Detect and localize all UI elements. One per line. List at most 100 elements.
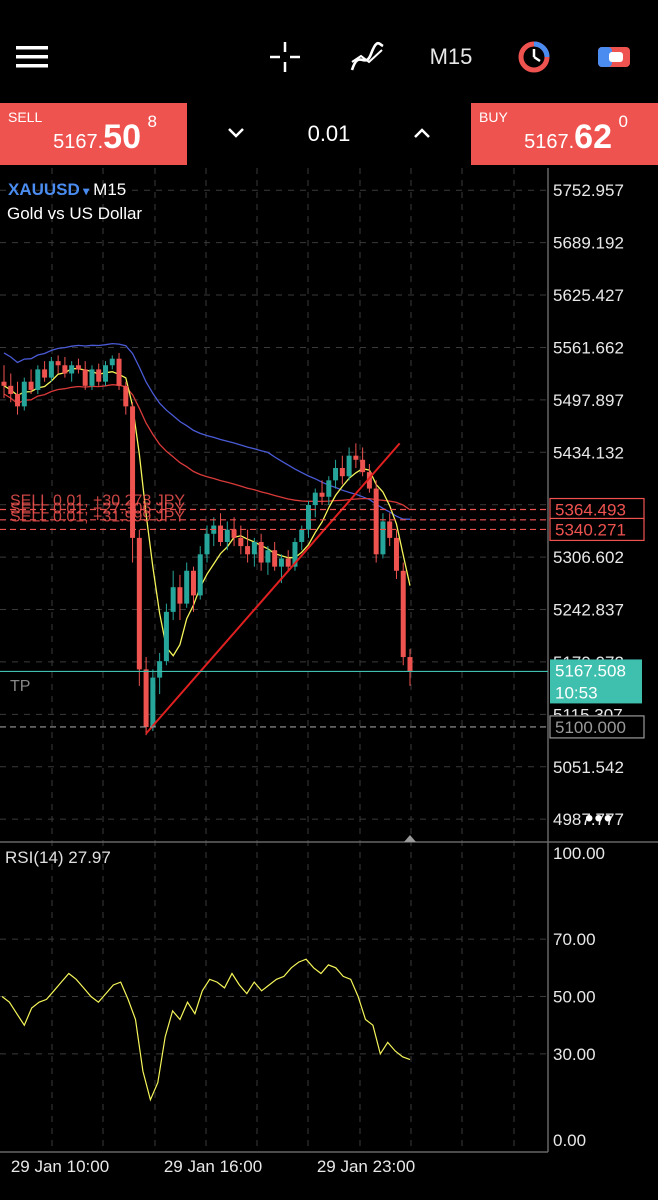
candle-body xyxy=(333,468,339,481)
candle-body xyxy=(360,459,366,473)
candle xyxy=(245,529,251,563)
candle xyxy=(109,355,115,370)
candle xyxy=(373,480,379,563)
candle xyxy=(1,365,7,399)
buy-price: 5167.62 0 xyxy=(524,112,628,157)
buy-button[interactable]: BUY 5167.62 0 xyxy=(471,103,658,165)
current-price-label: 5167.508 xyxy=(555,661,626,680)
tp-price-box xyxy=(549,715,645,739)
candle xyxy=(319,480,325,505)
timeframe-button[interactable]: M15 xyxy=(429,44,473,69)
candle-body xyxy=(326,480,332,497)
price-tick-label: 5179.072 xyxy=(553,653,624,672)
buy-price-big: 62 xyxy=(574,118,612,156)
candle-body xyxy=(143,669,149,727)
sell-price-big: 50 xyxy=(103,118,141,156)
candle xyxy=(123,381,129,415)
candle xyxy=(299,525,305,551)
candle-body xyxy=(353,455,359,460)
price-tick-label: 5370.367 xyxy=(553,496,624,515)
hamburger-menu-icon[interactable] xyxy=(14,30,50,84)
candle-body xyxy=(109,358,115,366)
indicators-icon[interactable] xyxy=(347,30,387,84)
candle-body xyxy=(285,558,291,567)
candle-body xyxy=(28,381,34,390)
countdown-label: 10:53 xyxy=(555,683,598,702)
candle xyxy=(69,361,75,382)
candle-body xyxy=(380,521,386,555)
symbol-header[interactable]: XAUUSD ▾ M15 xyxy=(8,180,126,200)
candle xyxy=(103,361,108,386)
candle xyxy=(380,513,386,559)
symbol-name[interactable]: XAUUSD xyxy=(8,180,80,199)
lot-size-value[interactable]: 0.01 xyxy=(307,121,351,146)
candle-body xyxy=(319,492,325,497)
candle xyxy=(272,541,278,571)
candle-body xyxy=(238,537,244,547)
candle xyxy=(285,550,291,571)
symbol-dropdown-icon[interactable]: ▾ xyxy=(79,184,90,198)
candle xyxy=(163,603,169,666)
candle-body xyxy=(21,381,27,407)
candle-body xyxy=(366,472,372,489)
candle xyxy=(407,648,413,686)
chevron-up-icon[interactable] xyxy=(408,119,436,147)
trade-toggle-icon[interactable] xyxy=(594,30,634,84)
candle-body xyxy=(55,361,61,366)
order-price-box xyxy=(549,517,645,542)
chevron-down-icon[interactable] xyxy=(222,119,250,147)
symbol-description: Gold vs US Dollar xyxy=(7,204,143,223)
candle-body xyxy=(1,381,7,386)
candle xyxy=(130,402,136,563)
candle xyxy=(333,459,339,489)
candle-body xyxy=(190,570,196,596)
rsi-tick-label: 0.00 xyxy=(553,1131,586,1150)
candle-body xyxy=(393,537,399,571)
sell-button[interactable]: SELL 5167.50 8 xyxy=(0,103,187,165)
clock-pie-icon[interactable] xyxy=(514,30,554,84)
candle xyxy=(224,521,230,551)
candle-body xyxy=(62,365,68,374)
price-tick-label: 5434.132 xyxy=(553,443,624,462)
candle-body xyxy=(346,455,352,477)
candle-body xyxy=(400,570,406,658)
price-tick-label: 5689.192 xyxy=(553,234,624,253)
candle-body xyxy=(75,365,81,370)
candle xyxy=(306,500,311,538)
candle-body xyxy=(15,394,21,407)
candle-body xyxy=(35,369,41,390)
candle-body xyxy=(163,611,169,662)
price-tick-label: 5051.542 xyxy=(553,758,624,777)
candle-body xyxy=(312,492,318,505)
candle-body xyxy=(299,529,305,542)
candle-body xyxy=(387,521,393,538)
crosshair-icon[interactable] xyxy=(266,30,304,84)
order-price-label: 5364.493 xyxy=(555,501,626,520)
candle xyxy=(21,377,27,411)
candle xyxy=(258,533,264,571)
candle-body xyxy=(157,661,163,678)
rsi-tick-label: 100.00 xyxy=(553,844,605,863)
more-options-icon[interactable]: ••• xyxy=(585,805,614,832)
candle xyxy=(218,513,224,547)
price-tick-label: 5625.427 xyxy=(553,286,624,305)
pane-resize-icon xyxy=(404,835,416,842)
candle xyxy=(42,361,48,382)
candle-body xyxy=(204,533,210,555)
candle xyxy=(366,463,372,493)
time-tick-label: 29 Jan 10:00 xyxy=(11,1157,109,1176)
sell-label: SELL xyxy=(8,109,43,125)
candle-body xyxy=(177,587,183,604)
candle-body xyxy=(245,546,251,555)
rsi-tick-label: 30.00 xyxy=(553,1045,596,1064)
candle xyxy=(96,363,102,386)
candle xyxy=(387,513,393,547)
candle xyxy=(312,488,318,518)
candle xyxy=(177,574,183,621)
candle-body xyxy=(224,529,230,542)
candle-body xyxy=(184,570,190,604)
ma-fast-line xyxy=(3,368,411,657)
price-tick-label: 5115.307 xyxy=(553,705,623,724)
time-tick-label: 29 Jan 16:00 xyxy=(164,1157,262,1176)
candle xyxy=(8,373,14,403)
